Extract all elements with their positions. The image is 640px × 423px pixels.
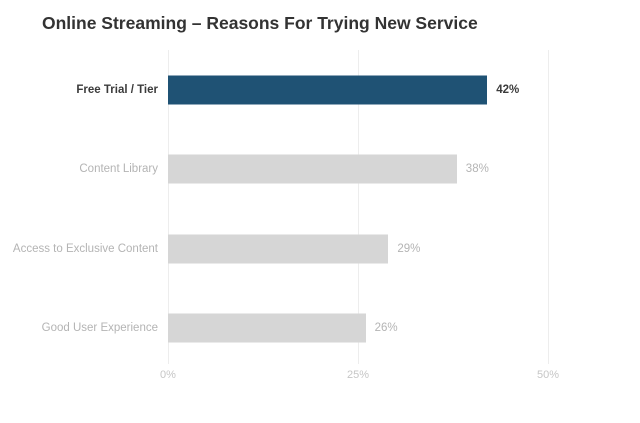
value-label: 26% <box>374 322 398 334</box>
x-axis-tick-label: 50% <box>536 369 560 381</box>
chart-title: Online Streaming – Reasons For Trying Ne… <box>42 13 478 33</box>
gridline-50% <box>548 50 549 364</box>
bar-segment <box>168 75 488 104</box>
gridline-25% <box>358 50 359 364</box>
x-axis-tick-label: 25% <box>346 369 370 381</box>
category-label: Good User Experience <box>41 322 158 334</box>
gridline-0% <box>168 50 169 364</box>
value-label: 29% <box>397 242 421 255</box>
category-label: Free Trial / Tier <box>76 83 158 96</box>
x-axis-tick-label: 0% <box>160 369 176 381</box>
bar-segment <box>168 234 389 263</box>
bar-segment <box>168 313 366 343</box>
category-label: Access to Exclusive Content <box>12 242 158 255</box>
value-label: 38% <box>465 163 489 175</box>
bar-segment <box>168 154 457 184</box>
value-label: 42% <box>496 83 520 96</box>
category-label: Content Library <box>79 163 158 175</box>
